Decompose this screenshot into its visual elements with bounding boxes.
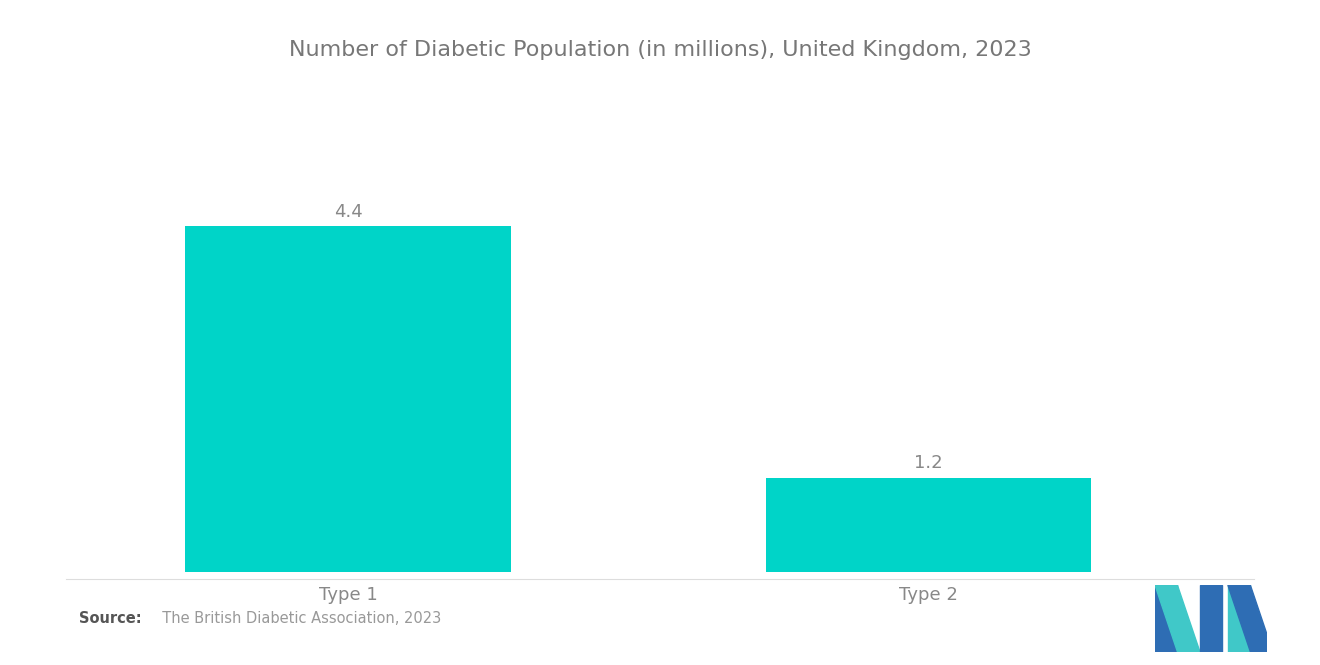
Polygon shape	[1228, 585, 1272, 652]
Polygon shape	[1200, 585, 1222, 652]
Text: 1.2: 1.2	[915, 454, 942, 472]
Polygon shape	[1228, 585, 1250, 652]
Polygon shape	[1155, 585, 1177, 652]
Polygon shape	[1155, 585, 1200, 652]
Text: The British Diabetic Association, 2023: The British Diabetic Association, 2023	[153, 611, 441, 626]
Text: Source:: Source:	[79, 611, 141, 626]
Text: 4.4: 4.4	[334, 203, 362, 221]
Bar	[766, 477, 1092, 572]
Polygon shape	[1272, 585, 1295, 652]
Bar	[185, 226, 511, 572]
Text: Number of Diabetic Population (in millions), United Kingdom, 2023: Number of Diabetic Population (in millio…	[289, 40, 1031, 60]
